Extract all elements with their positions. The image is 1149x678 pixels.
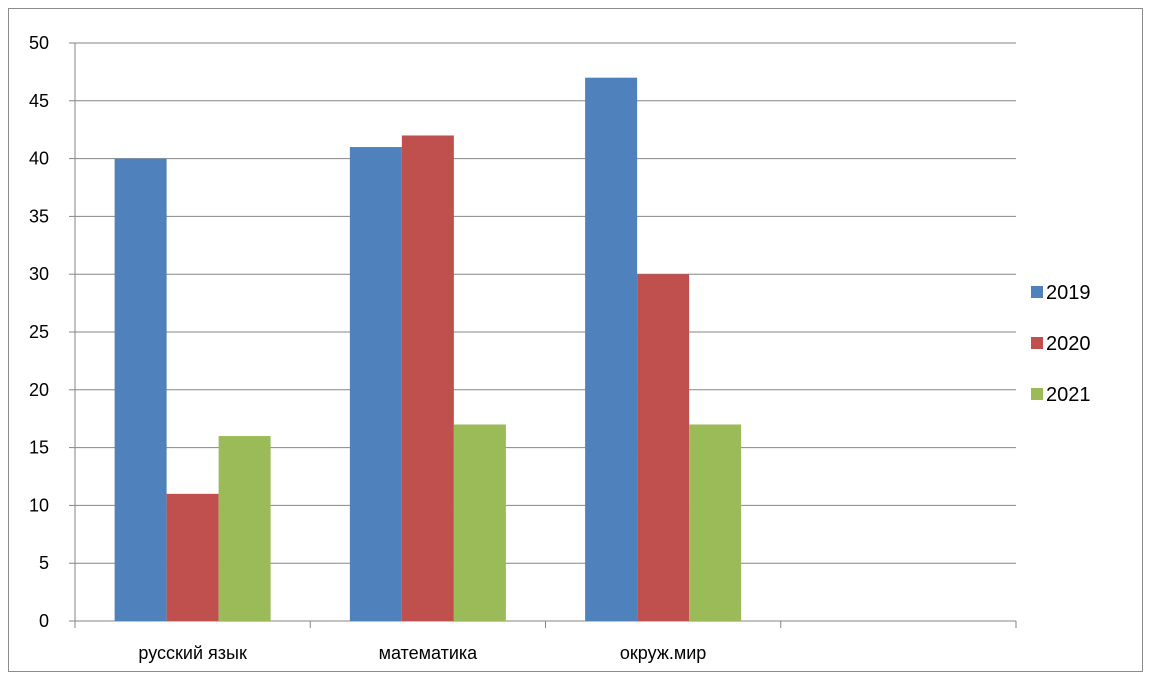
y-tick-label: 35 (29, 206, 49, 226)
legend-swatch-2021 (1031, 388, 1043, 400)
y-tick-label: 0 (39, 611, 49, 631)
bar-2019 (114, 158, 167, 621)
legend-swatch-2020 (1031, 337, 1043, 349)
bar-2020 (637, 274, 690, 621)
bar-2021 (689, 424, 742, 621)
bar-2020 (166, 493, 219, 621)
legend-swatch-2019 (1031, 286, 1043, 298)
y-tick-label: 20 (29, 380, 49, 400)
y-tick-label: 40 (29, 149, 49, 169)
x-category-label: окруж.мир (620, 643, 706, 663)
legend-label-2020: 2020 (1046, 333, 1091, 355)
y-tick-label: 15 (29, 438, 49, 458)
x-category-label: математика (379, 643, 479, 663)
y-tick-label: 5 (39, 553, 49, 573)
bar-2021 (453, 424, 506, 621)
bar-2019 (585, 77, 638, 622)
x-category-label: русский язык (138, 643, 247, 663)
bar-2021 (218, 436, 271, 621)
legend-label-2019: 2019 (1046, 282, 1091, 304)
y-tick-label: 30 (29, 264, 49, 284)
bar-2020 (401, 135, 454, 622)
y-tick-label: 45 (29, 91, 49, 111)
y-tick-label: 50 (29, 33, 49, 53)
y-tick-label: 25 (29, 322, 49, 342)
legend-label-2021: 2021 (1046, 384, 1091, 406)
bar-2019 (349, 147, 402, 622)
y-tick-label: 10 (29, 495, 49, 515)
